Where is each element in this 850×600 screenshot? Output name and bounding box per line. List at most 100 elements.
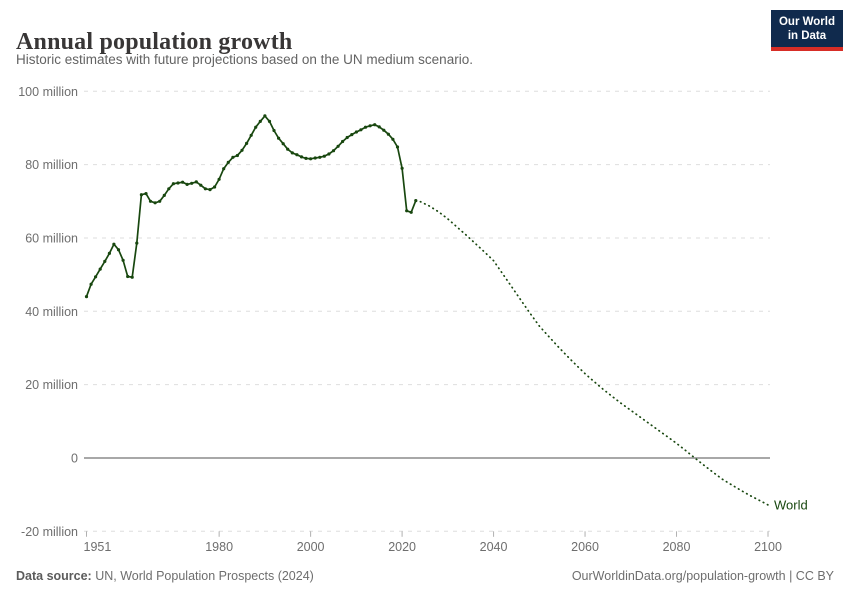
data-point-marker (217, 177, 221, 181)
x-axis-tick-label: 1951 (84, 540, 112, 554)
data-point-marker (272, 128, 276, 133)
data-point-marker (84, 295, 89, 299)
data-point-marker (341, 139, 345, 144)
data-point-marker (263, 114, 267, 118)
data-point-marker (121, 258, 125, 262)
data-source-label: Data source: (16, 569, 92, 583)
data-point-marker (377, 125, 381, 129)
data-point-marker (254, 125, 258, 129)
data-point-marker (130, 275, 134, 279)
data-point-marker (386, 132, 390, 136)
data-point-marker (299, 155, 304, 159)
data-point-marker (290, 151, 294, 155)
data-point-marker (167, 187, 171, 191)
owid-logo[interactable]: Our World in Data (770, 10, 843, 51)
data-point-marker (148, 199, 153, 203)
chart-subtitle: Historic estimates with future projectio… (16, 52, 473, 67)
data-point-marker (194, 180, 198, 184)
data-point-marker (382, 128, 386, 132)
data-point-marker (281, 142, 285, 146)
x-axis-tick-label: 1980 (205, 540, 233, 554)
data-point-marker (409, 210, 413, 214)
data-point-marker (309, 157, 313, 161)
data-point-marker (208, 188, 212, 192)
data-point-marker (359, 128, 363, 132)
data-point-marker (158, 199, 162, 203)
projection-line[interactable] (419, 200, 769, 506)
data-point-marker (336, 144, 340, 148)
x-axis-tick-label: 2060 (571, 540, 599, 554)
y-axis-tick-label: 40 million (25, 305, 78, 319)
chart-title: Annual population growth (16, 29, 293, 56)
y-axis-tick-label: 100 million (18, 85, 78, 99)
data-point-marker (286, 147, 290, 151)
data-point-marker (235, 153, 239, 158)
data-point-marker (368, 124, 372, 128)
data-point-marker (162, 193, 166, 197)
y-axis-tick-label: 60 million (25, 231, 78, 245)
owid-logo-line1: Our World (778, 16, 835, 28)
data-point-marker (107, 251, 111, 255)
data-point-marker (295, 153, 299, 157)
data-point-marker (89, 282, 93, 286)
owid-logo-line2: in Data (787, 30, 827, 43)
data-point-marker (231, 155, 235, 159)
data-point-marker (144, 192, 148, 196)
y-axis-tick-label: 0 (71, 451, 78, 465)
data-point-marker (199, 183, 203, 187)
data-point-marker (354, 130, 358, 134)
data-point-marker (258, 119, 262, 123)
data-source-line: Data source: UN, World Population Prospe… (16, 569, 314, 583)
data-point-marker (245, 141, 249, 145)
data-point-marker (126, 274, 130, 279)
data-point-marker (313, 156, 317, 160)
data-point-marker (405, 209, 409, 213)
data-point-marker (322, 154, 326, 158)
data-point-marker (240, 148, 244, 152)
data-point-marker (103, 259, 107, 263)
historic-line[interactable] (85, 115, 417, 298)
data-point-marker (139, 193, 143, 197)
entity-label: World (774, 497, 808, 512)
data-point-marker (190, 181, 194, 185)
data-point-marker (345, 135, 349, 140)
data-point-marker (181, 180, 185, 184)
data-source-text: UN, World Population Prospects (2024) (91, 569, 314, 583)
data-point-marker (185, 182, 189, 186)
data-point-marker (116, 248, 121, 252)
data-point-marker (222, 167, 226, 171)
x-axis-tick-label: 2040 (480, 540, 508, 554)
data-point-marker (98, 267, 102, 271)
data-point-marker (318, 155, 322, 159)
y-axis-tick-label: 80 million (25, 158, 78, 172)
data-point-marker (327, 152, 331, 156)
data-point-marker (395, 145, 400, 149)
data-point-marker (414, 199, 418, 203)
data-point-marker (350, 133, 354, 137)
data-point-marker (363, 125, 368, 129)
data-point-marker (112, 242, 116, 246)
x-axis-tick-label: 2020 (388, 540, 416, 554)
data-point-marker (391, 137, 395, 141)
x-axis-tick-label: 2000 (297, 540, 325, 554)
data-point-marker (277, 136, 281, 140)
data-point-marker (176, 181, 180, 185)
y-axis-tick-label: 20 million (25, 378, 78, 392)
data-point-marker (153, 201, 157, 205)
x-axis-tick-label: 2080 (663, 540, 691, 554)
data-point-marker (203, 187, 207, 191)
data-point-marker (249, 133, 253, 137)
data-point-marker (331, 149, 336, 153)
data-point-marker (213, 185, 217, 189)
y-axis-tick-label: -20 million (21, 525, 78, 539)
data-point-marker (400, 166, 404, 170)
data-point-marker (94, 275, 98, 279)
data-point-marker (171, 182, 175, 186)
data-point-marker (267, 119, 272, 123)
owid-link[interactable]: OurWorldinData.org/population-growth | C… (571, 569, 834, 583)
x-axis-tick-label: 2100 (754, 540, 782, 554)
data-point-marker (373, 123, 377, 127)
data-point-marker (226, 160, 230, 164)
